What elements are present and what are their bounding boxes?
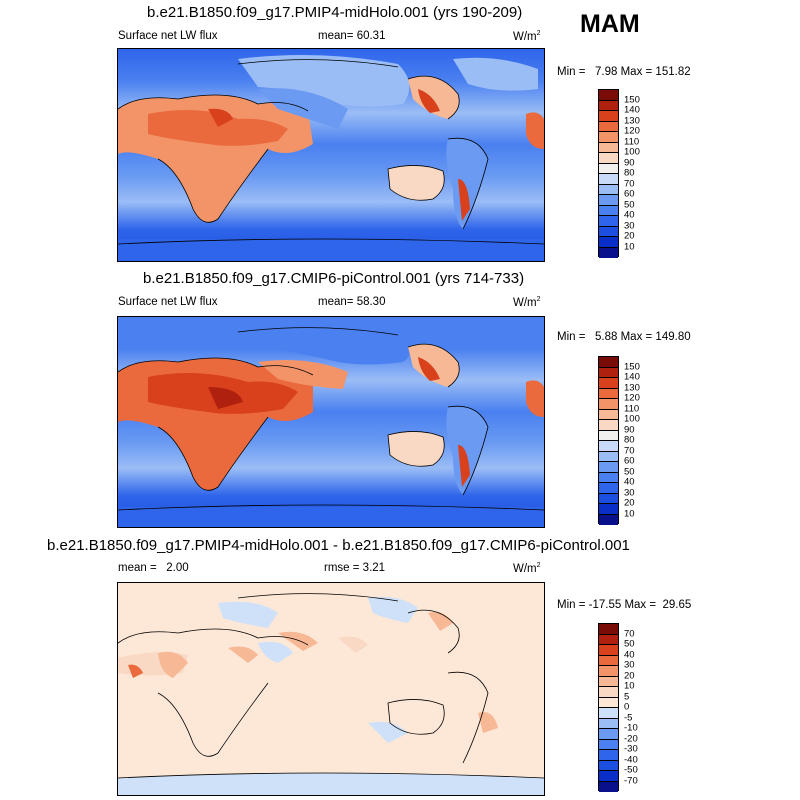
colorbar-tick-label: 20 — [624, 497, 635, 509]
colorbar-tick-label: 40 — [624, 476, 635, 488]
panel-1-variable-label: Surface net LW flux — [118, 30, 218, 42]
panel-3-units-text: W/m — [513, 562, 537, 575]
panel-3-rmse-value: 3.21 — [362, 562, 386, 574]
colorbar-tick-label: 150 — [624, 94, 640, 105]
panel-1-map — [117, 48, 545, 262]
colorbar-tick-label: 10 — [624, 241, 635, 252]
season-label: MAM — [580, 10, 640, 38]
colorbar-tick-label: 60 — [624, 188, 635, 200]
panel-3-rmse-label: rmse = 3.21 — [324, 562, 385, 574]
colorbar-tick-label: 110 — [624, 403, 640, 414]
colorbar-tick-label: 30 — [624, 659, 635, 671]
colorbar-tick-label: 140 — [624, 104, 640, 116]
panel-3-units: W/m2 — [513, 562, 541, 575]
colorbar-tick-label: 50 — [624, 199, 635, 210]
colorbar-tick-label: 40 — [624, 649, 635, 660]
panel-3-title: b.e21.B1850.f09_g17.PMIP4-midHolo.001 - … — [47, 537, 630, 554]
panel-2-variable-label: Surface net LW flux — [118, 296, 218, 308]
colorbar-tick-label: 100 — [624, 413, 640, 425]
colorbar-tick-label: 130 — [624, 382, 640, 393]
colorbar-tick-label: 70 — [624, 445, 635, 456]
colorbar-tick-label: 100 — [624, 146, 640, 158]
colorbar-tick-label: 30 — [624, 487, 635, 498]
panel-2-units: W/m2 — [513, 296, 541, 309]
colorbar-tick-label: 70 — [624, 628, 635, 639]
colorbar-tick-label: 140 — [624, 371, 640, 383]
panel-2-mean-key: mean= — [318, 296, 354, 308]
colorbar-tick-label: 120 — [624, 392, 640, 404]
panel-2-units-text: W/m — [513, 296, 537, 309]
panel-1-units: W/m2 — [513, 30, 541, 43]
colorbar-tick-label: 80 — [624, 167, 635, 179]
panel-2-title: b.e21.B1850.f09_g17.CMIP6-piControl.001 … — [143, 270, 525, 287]
colorbar-tick-label: 50 — [624, 638, 635, 650]
panel-3-colorbar-labels: -70 -50 -40 -30 -20 -10 -5 0 5 10 20 30 40 50 70 — [624, 623, 664, 791]
colorbar-tick-label: -70 — [624, 775, 638, 786]
colorbar-tick-label: -10 — [624, 722, 638, 734]
colorbar-tick-label: 60 — [624, 455, 635, 467]
colorbar-tick-label: 30 — [624, 220, 635, 231]
panel-2-map — [117, 316, 545, 528]
colorbar-tick-label: 40 — [624, 209, 635, 221]
panel-2-colorbar-labels: 10 20 30 40 50 60 70 80 90 100 110 120 130 140 150 — [624, 356, 664, 524]
panel-1-minmax: Min = 7.98 Max = 151.82 — [557, 66, 691, 78]
panel-1-units-exp: 2 — [536, 30, 541, 37]
panel-2-mean-label: mean= 58.30 — [318, 296, 385, 308]
colorbar-tick-label: 110 — [624, 136, 640, 147]
colorbar-tick-label: -20 — [624, 733, 638, 744]
colorbar-tick-label: 50 — [624, 466, 635, 477]
panel-1-colorbar-labels: 10 20 30 40 50 60 70 80 90 100 110 120 130 140 150 — [624, 89, 664, 257]
panel-3-rmse-key: rmse = — [324, 562, 360, 574]
panel-1-colorbar — [598, 89, 619, 258]
colorbar-tick-label: 80 — [624, 434, 635, 446]
colorbar-tick-label: 90 — [624, 157, 635, 168]
colorbar-tick-label: -5 — [624, 712, 633, 723]
panel-2-mean-value: 58.30 — [356, 296, 386, 308]
panel-3-units-exp: 2 — [536, 562, 541, 569]
colorbar-tick-label: 10 — [624, 508, 635, 519]
panel-3-map — [117, 582, 545, 796]
panel-3-mean-label: mean = 2.00 — [118, 562, 189, 574]
colorbar-tick-label: -40 — [624, 754, 638, 765]
colorbar-tick-label: 20 — [624, 230, 635, 242]
colorbar-tick-label: 5 — [624, 691, 630, 702]
panel-2-units-exp: 2 — [536, 296, 541, 303]
panel-1-mean-value: 60.31 — [356, 30, 386, 42]
colorbar-tick-label: 90 — [624, 424, 635, 435]
panel-1-mean-label: mean= 60.31 — [318, 30, 385, 42]
panel-1-mean-key: mean= — [318, 30, 354, 42]
colorbar-tick-label: 70 — [624, 178, 635, 189]
panel-1-title: b.e21.B1850.f09_g17.PMIP4-midHolo.001 (y… — [147, 4, 523, 21]
colorbar-tick-label: 150 — [624, 361, 640, 372]
colorbar-tick-label: -50 — [624, 764, 638, 776]
colorbar-tick-label: 130 — [624, 115, 640, 126]
colorbar-tick-label: 0 — [624, 701, 630, 713]
colorbar-tick-label: 120 — [624, 125, 640, 137]
colorbar-tick-label: -30 — [624, 743, 638, 755]
panel-3-minmax: Min = -17.55 Max = 29.65 — [557, 599, 692, 611]
colorbar-tick-label: 20 — [624, 670, 635, 681]
panel-3-colorbar — [598, 623, 619, 792]
panel-1-units-text: W/m — [513, 30, 537, 43]
colorbar-tick-label: 10 — [624, 680, 635, 692]
panel-2-minmax: Min = 5.88 Max = 149.80 — [557, 331, 691, 343]
panel-2-colorbar — [598, 356, 619, 525]
